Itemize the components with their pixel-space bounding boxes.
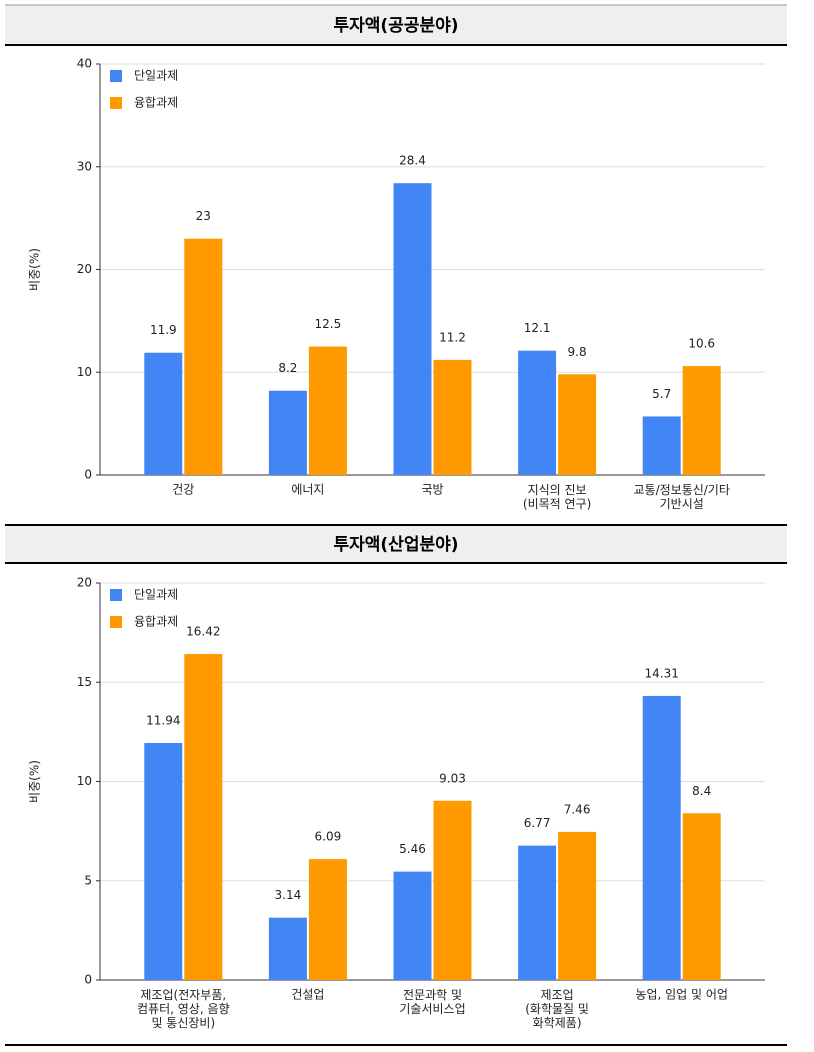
bar — [682, 813, 721, 980]
value-label: 11.94 — [146, 713, 180, 727]
bar — [393, 871, 432, 980]
header-bg — [5, 5, 787, 45]
y-tick-label: 40 — [77, 57, 92, 71]
legend-label: 단일과제 — [134, 69, 178, 83]
y-tick-label: 10 — [77, 774, 92, 788]
legend-swatch — [110, 97, 122, 109]
y-tick-label: 30 — [77, 159, 92, 173]
legend-label: 융합과제 — [134, 96, 178, 110]
value-label: 9.03 — [439, 771, 466, 785]
x-tick-label: 교통/정보통신/기타 기반시설 — [633, 483, 729, 511]
y-tick-label: 5 — [84, 873, 92, 887]
bar — [518, 845, 557, 980]
chart-title: 투자액(산업분야) — [333, 535, 458, 555]
bar — [144, 742, 183, 980]
bar — [433, 359, 472, 475]
chart-title: 투자액(공공분야) — [333, 16, 458, 36]
value-label: 6.09 — [315, 830, 342, 844]
y-tick-label: 0 — [84, 468, 92, 482]
value-label: 10.6 — [688, 337, 715, 351]
legend-swatch — [110, 589, 122, 601]
x-tick-label: 국방 — [421, 483, 443, 497]
value-label: 12.5 — [315, 317, 342, 331]
value-label: 12.1 — [524, 321, 551, 335]
y-axis-label: 비중(%) — [28, 760, 42, 803]
bar — [268, 917, 307, 980]
y-tick-label: 10 — [77, 365, 92, 379]
legend-label: 융합과제 — [134, 615, 178, 629]
value-label: 3.14 — [275, 888, 302, 902]
x-tick-label: 건설업 — [291, 988, 324, 1002]
y-tick-label: 20 — [77, 576, 92, 590]
value-label: 8.4 — [692, 784, 711, 798]
x-tick-label: 건강 — [172, 483, 194, 497]
bar — [144, 352, 183, 475]
bar — [642, 416, 681, 475]
value-label: 7.46 — [564, 802, 591, 816]
value-label: 16.42 — [186, 625, 220, 639]
bar — [184, 654, 223, 980]
legend-swatch — [110, 70, 122, 82]
x-tick-label: 농업, 임업 및 어업 — [635, 988, 728, 1002]
y-axis-label: 비중(%) — [28, 248, 42, 291]
bar — [558, 374, 597, 475]
bar — [184, 238, 223, 475]
value-label: 11.9 — [150, 323, 177, 337]
x-tick-label: 전문과학 및 기술서비스업 — [399, 988, 465, 1016]
bar — [308, 346, 347, 475]
y-tick-label: 20 — [77, 262, 92, 276]
bar — [268, 390, 307, 475]
value-label: 23 — [196, 209, 211, 223]
value-label: 9.8 — [568, 345, 587, 359]
x-tick-label: 제조업 (화학물질 및 화학제품) — [525, 988, 589, 1030]
value-label: 5.7 — [652, 387, 671, 401]
bar — [558, 831, 597, 980]
value-label: 6.77 — [524, 816, 551, 830]
bar — [642, 695, 681, 980]
x-tick-label: 지식의 진보 (비목적 연구) — [523, 483, 591, 511]
bar — [308, 859, 347, 980]
header-bg — [5, 526, 787, 563]
bar — [682, 366, 721, 475]
y-tick-label: 15 — [77, 675, 92, 689]
y-tick-label: 0 — [84, 973, 92, 987]
value-label: 28.4 — [399, 154, 426, 168]
legend-label: 단일과제 — [134, 588, 178, 602]
x-tick-label: 에너지 — [291, 483, 324, 497]
bar — [518, 350, 557, 475]
bar — [433, 800, 472, 980]
x-tick-label: 제조업(전자부품, 컴퓨터, 영상, 음향 및 통신장비) — [137, 988, 230, 1030]
bar — [393, 183, 432, 475]
value-label: 14.31 — [645, 666, 679, 680]
value-label: 8.2 — [278, 361, 297, 375]
value-label: 11.2 — [439, 330, 466, 344]
legend-swatch — [110, 616, 122, 628]
value-label: 5.46 — [399, 842, 426, 856]
